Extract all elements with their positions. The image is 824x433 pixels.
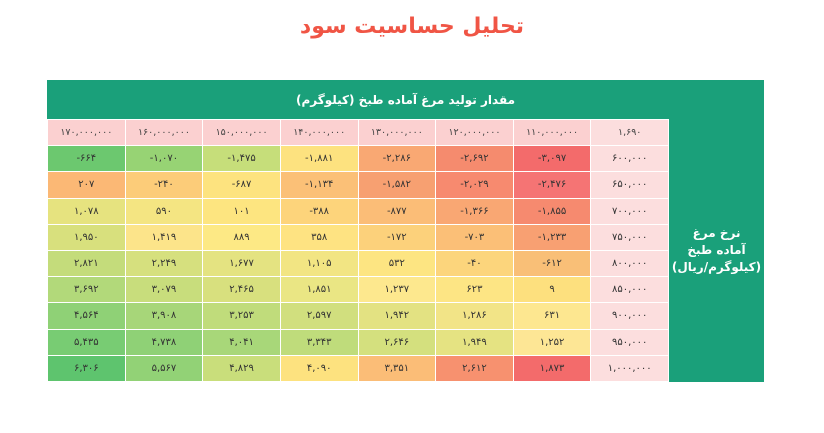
column-header: ۱۴۰,۰۰۰,۰۰۰ [280,120,358,146]
profit-cell: ۳,۶۹۲ [48,277,125,303]
profit-cell: -۱,۴۷۵ [203,146,280,172]
profit-cell: ۱,۶۷۷ [203,251,280,277]
price-row-header: ۱,۰۰۰,۰۰۰ [591,355,668,381]
profit-cell: ۶۳۱ [513,303,591,329]
profit-cell: -۲,۰۲۹ [436,172,513,198]
profit-cell: ۹ [513,277,591,303]
profit-cell: -۸۷۷ [358,198,436,224]
profit-cell: ۲۰۷ [48,172,125,198]
profit-cell: ۸۸۹ [203,224,280,250]
profit-cell: ۲,۸۲۱ [48,251,125,277]
profit-cell: ۱,۰۷۸ [48,198,125,224]
price-row-header: ۷۰۰,۰۰۰ [591,198,668,224]
profit-cell: ۴,۰۴۱ [203,329,280,355]
row-group-header: نرخ مرغ آماده طبخ (کیلوگرم/ریال) [669,200,764,300]
profit-cell: ۱,۸۷۳ [513,355,591,381]
profit-cell: ۴,۸۲۹ [203,355,280,381]
price-row-header: ۷۵۰,۰۰۰ [591,224,668,250]
column-header: ۱۱۰,۰۰۰,۰۰۰ [513,120,591,146]
price-row-header: ۶۰۰,۰۰۰ [591,146,668,172]
row-group-header-line-2: آماده طبخ [687,242,746,257]
profit-cell: ۲,۶۱۲ [436,355,513,381]
profit-cell: ۱,۱۰۵ [280,251,358,277]
profit-cell: -۲,۴۷۶ [513,172,591,198]
profit-cell: ۱,۸۵۱ [280,277,358,303]
price-row-header: ۸۵۰,۰۰۰ [591,277,668,303]
profit-cell: ۳,۳۴۳ [280,329,358,355]
profit-cell: ۲,۴۶۵ [203,277,280,303]
profit-cell: ۳,۳۵۱ [358,355,436,381]
profit-cell: -۱,۸۵۵ [513,198,591,224]
profit-cell: ۲,۶۴۶ [358,329,436,355]
profit-cell: ۱,۹۴۲ [358,303,436,329]
profit-cell: -۲,۲۸۶ [358,146,436,172]
profit-cell: ۵,۴۳۵ [48,329,125,355]
corner-cell: ۱,۶۹۰ [591,120,668,146]
sensitivity-table-frame: مقدار تولید مرغ آماده طبخ (کیلوگرم) نرخ … [47,80,764,382]
profit-cell: ۱,۴۱۹ [125,224,203,250]
profit-cell: ۳,۹۰۸ [125,303,203,329]
profit-cell: -۲۴۰ [125,172,203,198]
profit-cell: ۱,۲۳۷ [358,277,436,303]
profit-cell: ۶,۳۰۶ [48,355,125,381]
profit-cell: -۱,۰۷۰ [125,146,203,172]
profit-cell: ۱۰۱ [203,198,280,224]
profit-cell: -۶۱۲ [513,251,591,277]
profit-cell: ۱,۲۸۶ [436,303,513,329]
profit-cell: ۵۳۲ [358,251,436,277]
profit-cell: -۱,۳۶۶ [436,198,513,224]
profit-cell: ۱,۹۴۹ [436,329,513,355]
profit-cell: -۷۰۳ [436,224,513,250]
profit-cell: -۴۰ [436,251,513,277]
profit-cell: ۴,۰۹۰ [280,355,358,381]
page-title: تحلیل حساسیت سود [299,14,525,39]
column-group-header: مقدار تولید مرغ آماده طبخ (کیلوگرم) [296,92,516,107]
column-header: ۱۶۰,۰۰۰,۰۰۰ [125,120,203,146]
profit-cell: ۴,۷۳۸ [125,329,203,355]
profit-cell: ۶۲۳ [436,277,513,303]
price-row-header: ۸۰۰,۰۰۰ [591,251,668,277]
profit-cell: ۱,۹۵۰ [48,224,125,250]
row-group-header-line-1: نرخ مرغ [692,225,741,240]
column-header: ۱۵۰,۰۰۰,۰۰۰ [203,120,280,146]
profit-cell: -۲,۶۹۲ [436,146,513,172]
profit-cell: ۵۹۰ [125,198,203,224]
profit-cell: -۱,۲۳۳ [513,224,591,250]
profit-cell: ۴,۵۶۴ [48,303,125,329]
column-header: ۱۲۰,۰۰۰,۰۰۰ [436,120,513,146]
profit-cell: ۳,۰۷۹ [125,277,203,303]
profit-cell: -۱,۸۸۱ [280,146,358,172]
column-header: ۱۷۰,۰۰۰,۰۰۰ [48,120,125,146]
price-row-header: ۹۰۰,۰۰۰ [591,303,668,329]
column-header: ۱۳۰,۰۰۰,۰۰۰ [358,120,436,146]
profit-cell: -۳۸۸ [280,198,358,224]
profit-cell: ۱,۲۵۲ [513,329,591,355]
sensitivity-grid: ۱۱۰,۰۰۰,۰۰۰ ۱۲۰,۰۰۰,۰۰۰ ۱۳۰,۰۰۰,۰۰۰ ۱۴۰,۰۰۰… [47,119,669,382]
profit-cell: ۳,۲۵۳ [203,303,280,329]
profit-cell: ۵,۵۶۷ [125,355,203,381]
profit-cell: -۳,۰۹۷ [513,146,591,172]
profit-cell: -۱,۱۳۴ [280,172,358,198]
profit-cell: -۶۸۷ [203,172,280,198]
row-group-header-line-3: (کیلوگرم/ریال) [671,259,762,274]
profit-cell: ۲,۲۴۹ [125,251,203,277]
profit-cell: -۱,۵۸۲ [358,172,436,198]
profit-cell: -۱۷۲ [358,224,436,250]
price-row-header: ۶۵۰,۰۰۰ [591,172,668,198]
price-row-header: ۹۵۰,۰۰۰ [591,329,668,355]
profit-cell: ۲,۵۹۷ [280,303,358,329]
profit-cell: ۳۵۸ [280,224,358,250]
profit-cell: -۶۶۴ [48,146,125,172]
